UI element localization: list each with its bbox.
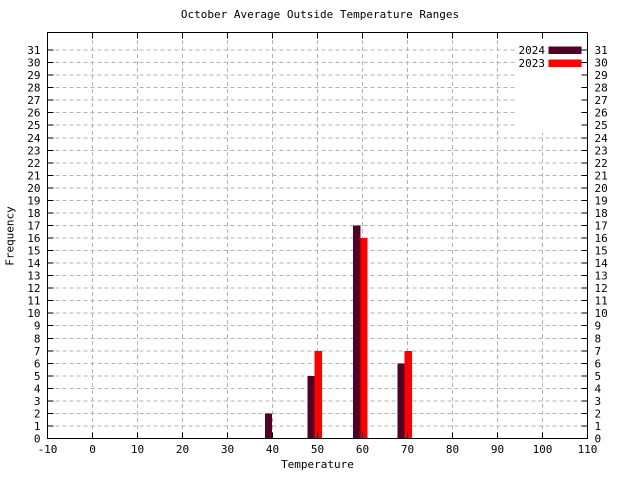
x-tick-label: 60 — [356, 443, 369, 456]
bar-2024 — [353, 225, 361, 439]
y-tick-label-left: 11 — [27, 295, 40, 308]
y-tick-label-left: 27 — [27, 94, 40, 107]
x-tick-label: 30 — [221, 443, 234, 456]
y-tick-label-left: 2 — [34, 407, 41, 420]
bar-2024 — [397, 363, 405, 439]
y-tick-label-right: 17 — [595, 219, 608, 232]
x-tick-label: 40 — [266, 443, 279, 456]
y-tick-label-right: 26 — [595, 107, 608, 120]
y-tick-label-right: 23 — [595, 144, 608, 157]
y-tick-label-right: 30 — [595, 57, 608, 70]
bar-2023 — [360, 238, 368, 439]
y-tick-label-right: 10 — [595, 307, 608, 320]
y-tick-label-left: 25 — [27, 119, 40, 132]
y-tick-label-left: 5 — [34, 370, 41, 383]
y-tick-label-right: 27 — [595, 94, 608, 107]
y-tick-label-left: 8 — [34, 332, 41, 345]
y-tick-label-right: 18 — [595, 207, 608, 220]
y-tick-label-left: 0 — [34, 433, 41, 446]
x-tick-label: 0 — [89, 443, 96, 456]
y-tick-label-left: 21 — [27, 169, 40, 182]
y-tick-label-right: 8 — [595, 332, 602, 345]
chart-title: October Average Outside Temperature Rang… — [180, 8, 460, 21]
legend-label: 2023 — [519, 57, 546, 70]
y-tick-label-right: 21 — [595, 169, 608, 182]
y-tick-label-right: 31 — [595, 44, 608, 57]
y-tick-label-right: 9 — [595, 320, 602, 333]
y-tick-label-right: 20 — [595, 182, 608, 195]
x-tick-label: 20 — [176, 443, 189, 456]
y-tick-label-right: 5 — [595, 370, 602, 383]
y-tick-label-left: 16 — [27, 232, 40, 245]
y-tick-label-right: 0 — [595, 433, 602, 446]
y-tick-label-right: 25 — [595, 119, 608, 132]
y-tick-label-left: 10 — [27, 307, 40, 320]
y-tick-label-right: 2 — [595, 407, 602, 420]
y-tick-label-right: 24 — [595, 132, 609, 145]
y-tick-label-left: 22 — [27, 157, 40, 170]
bar-2023 — [314, 350, 322, 439]
y-tick-label-left: 9 — [34, 320, 41, 333]
y-tick-label-left: 17 — [27, 219, 40, 232]
legend-label: 2024 — [519, 44, 546, 57]
y-tick-label-left: 12 — [27, 282, 40, 295]
y-tick-label-left: 29 — [27, 69, 40, 82]
y-tick-label-right: 14 — [595, 257, 609, 270]
y-tick-label-right: 11 — [595, 295, 608, 308]
y-tick-label-left: 7 — [34, 345, 41, 358]
bar-2024 — [264, 413, 273, 439]
y-tick-label-left: 23 — [27, 144, 40, 157]
y-tick-label-right: 1 — [595, 420, 602, 433]
y-tick-label-right: 15 — [595, 245, 608, 258]
bar-2023 — [404, 350, 412, 439]
y-tick-label-right: 19 — [595, 194, 608, 207]
x-tick-label: 10 — [131, 443, 144, 456]
x-axis-label: Temperature — [281, 458, 354, 471]
x-tick-label: 50 — [311, 443, 324, 456]
x-tick-label: 90 — [491, 443, 504, 456]
y-tick-label-left: 19 — [27, 194, 40, 207]
y-tick-label-right: 16 — [595, 232, 608, 245]
legend-swatch — [548, 46, 582, 54]
x-tick-label: 110 — [578, 443, 598, 456]
y-tick-label-right: 12 — [595, 282, 608, 295]
x-tick-label: 100 — [533, 443, 553, 456]
ticks — [47, 32, 588, 439]
y-tick-label-left: 26 — [27, 107, 40, 120]
y-tick-label-left: 18 — [27, 207, 40, 220]
y-tick-label-left: 14 — [27, 257, 41, 270]
y-tick-label-right: 13 — [595, 270, 608, 283]
y-tick-label-left: 20 — [27, 182, 40, 195]
y-tick-label-left: 15 — [27, 245, 40, 258]
y-tick-label-right: 7 — [595, 345, 602, 358]
y-tick-label-left: 3 — [34, 395, 41, 408]
y-tick-label-right: 28 — [595, 82, 608, 95]
y-tick-label-left: 13 — [27, 270, 40, 283]
y-tick-label-left: 28 — [27, 82, 40, 95]
y-tick-label-right: 29 — [595, 69, 608, 82]
y-tick-label-left: 31 — [27, 44, 40, 57]
x-tick-label: -10 — [38, 443, 58, 456]
bar-2024 — [307, 375, 315, 439]
bars — [264, 225, 412, 439]
y-axis-label: Frequency — [3, 206, 17, 266]
y-tick-label-right: 6 — [595, 357, 602, 370]
legend-swatch — [548, 59, 582, 67]
y-tick-label-right: 4 — [595, 382, 602, 395]
x-tick-label: 80 — [446, 443, 459, 456]
y-tick-label-right: 22 — [595, 157, 608, 170]
y-tick-label-left: 24 — [27, 132, 41, 145]
y-tick-label-left: 6 — [34, 357, 41, 370]
x-tick-label: 70 — [401, 443, 414, 456]
y-tick-label-left: 1 — [34, 420, 41, 433]
y-tick-label-left: 4 — [34, 382, 41, 395]
y-tick-label-right: 3 — [595, 395, 602, 408]
y-tick-label-left: 30 — [27, 57, 40, 70]
